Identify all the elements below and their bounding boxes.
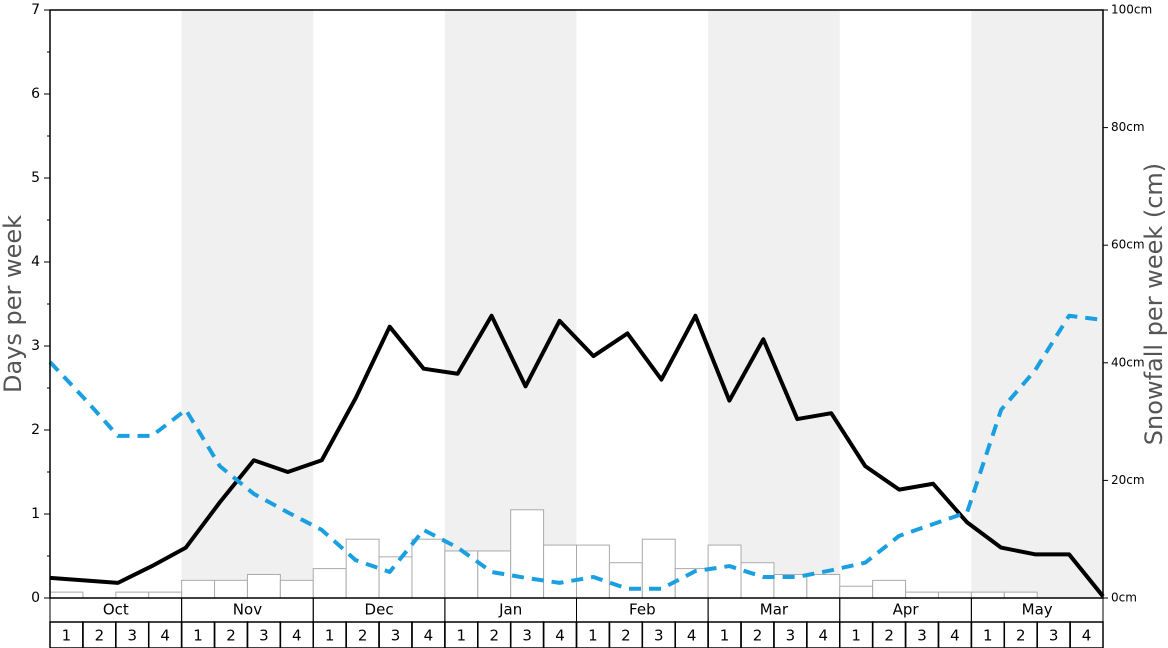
- month-label: May: [1022, 601, 1053, 619]
- x-tick-label: 2: [95, 627, 105, 645]
- bar: [378, 556, 413, 599]
- y-tick-label: 1: [31, 506, 40, 522]
- month-label: Jan: [498, 601, 522, 619]
- y-axis-label: Days per week: [0, 215, 27, 393]
- bar: [937, 591, 972, 599]
- x-tick-label: 4: [424, 627, 434, 645]
- bar: [279, 579, 314, 599]
- bar: [905, 591, 939, 599]
- bar: [444, 550, 479, 599]
- y2-tick-label: 100cm: [1111, 3, 1152, 17]
- bar: [740, 562, 775, 599]
- y2-axis-label: Snowfall per week (cm): [1140, 163, 1168, 445]
- bar: [477, 550, 512, 599]
- y-tick-label: 3: [31, 338, 40, 354]
- bar: [345, 538, 380, 599]
- month-band: [708, 10, 840, 598]
- y-tick-label: 5: [31, 170, 40, 186]
- bar: [214, 579, 248, 599]
- month-label: Nov: [233, 601, 262, 619]
- y2-tick-label: 0cm: [1111, 591, 1137, 605]
- x-tick-label: 4: [555, 627, 565, 645]
- x-tick-label: 4: [819, 627, 829, 645]
- line-series: [49, 313, 1105, 598]
- bar: [148, 591, 183, 599]
- x-tick-label: 2: [1016, 627, 1026, 645]
- y-tick-label: 4: [31, 254, 40, 270]
- bar: [49, 591, 84, 599]
- month-label: Mar: [760, 601, 789, 619]
- y2-tick-label: 20cm: [1111, 473, 1145, 487]
- y2-tick-label: 60cm: [1111, 238, 1145, 252]
- x-tick-label: 1: [62, 627, 72, 645]
- x-tick-label: 1: [720, 627, 730, 645]
- bar: [1003, 591, 1038, 599]
- month-label: Apr: [893, 601, 920, 619]
- x-tick-label: 2: [489, 627, 499, 645]
- x-tick-label: 3: [391, 627, 401, 645]
- x-tick-label: 4: [292, 627, 302, 645]
- y-tick-label: 7: [31, 2, 40, 18]
- x-tick-label: 2: [753, 627, 763, 645]
- line-series: [48, 313, 1104, 591]
- x-tick-label: 1: [588, 627, 598, 645]
- month-label: Oct: [103, 601, 129, 619]
- x-tick-label: 4: [950, 627, 960, 645]
- bar: [970, 591, 1005, 599]
- x-tick-label: 4: [1082, 627, 1092, 645]
- month-band: [444, 10, 577, 598]
- week-cell: [1069, 621, 1104, 648]
- bar: [707, 544, 742, 599]
- x-tick-label: 1: [325, 627, 335, 645]
- bar: [181, 579, 216, 599]
- bar: [543, 544, 577, 599]
- bar: [608, 562, 643, 599]
- bar: [246, 573, 281, 599]
- y-tick-label: 0: [31, 590, 40, 606]
- month-label: Feb: [629, 601, 656, 619]
- x-tick-label: 1: [193, 627, 203, 645]
- bar: [510, 509, 545, 599]
- x-tick-label: 3: [917, 627, 927, 645]
- x-tick-label: 2: [884, 627, 894, 645]
- month-label: Dec: [365, 601, 394, 619]
- x-tick-label: 1: [457, 627, 467, 645]
- y2-tick-label: 40cm: [1111, 355, 1145, 369]
- x-tick-label: 2: [358, 627, 368, 645]
- y2-tick-label: 80cm: [1111, 120, 1145, 134]
- bar: [872, 579, 907, 599]
- x-tick-label: 3: [259, 627, 269, 645]
- x-tick-label: 3: [1049, 627, 1059, 645]
- x-tick-label: 2: [621, 627, 631, 645]
- x-tick-label: 4: [160, 627, 170, 645]
- bar: [839, 585, 874, 599]
- month-band: [181, 10, 314, 598]
- bar: [411, 538, 446, 599]
- x-tick-label: 3: [127, 627, 137, 645]
- bar: [806, 573, 841, 599]
- x-tick-label: 1: [851, 627, 861, 645]
- y-tick-label: 6: [31, 86, 40, 102]
- x-tick-label: 4: [687, 627, 697, 645]
- y-tick-label: 2: [31, 422, 40, 438]
- x-tick-label: 3: [522, 627, 532, 645]
- month-band: [971, 10, 1103, 598]
- x-tick-label: 3: [654, 627, 664, 645]
- bar: [115, 591, 150, 599]
- bar: [576, 544, 610, 599]
- bar: [312, 568, 347, 599]
- x-tick-label: 2: [226, 627, 236, 645]
- x-tick-label: 3: [786, 627, 796, 645]
- x-tick-label: 1: [983, 627, 993, 645]
